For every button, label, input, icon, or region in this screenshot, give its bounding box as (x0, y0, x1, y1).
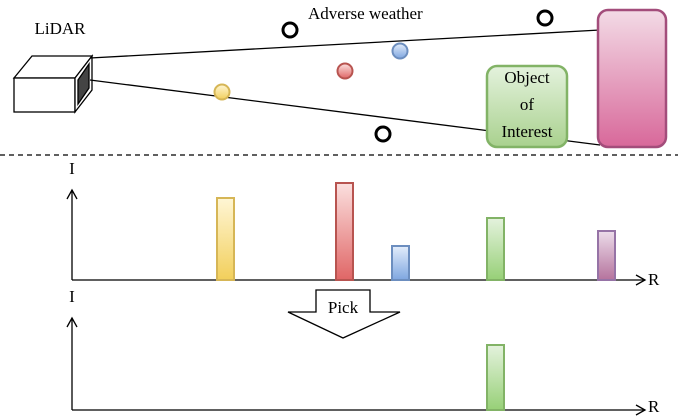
sensor-label: LiDAR (35, 19, 87, 38)
return-bar (598, 231, 615, 280)
return-bar (392, 246, 409, 280)
pick-label: Pick (328, 298, 359, 317)
weather-particle (538, 11, 552, 25)
y-axis-label: I (69, 287, 75, 306)
object-label: Interest (502, 122, 553, 141)
x-axis-label: R (648, 270, 660, 289)
x-axis-label: R (648, 397, 660, 416)
object-label: Object (504, 68, 550, 87)
beam-edge (90, 30, 600, 58)
particle-red (338, 64, 353, 79)
particle-blue (393, 44, 408, 59)
weather-label: Adverse weather (308, 4, 423, 23)
lidar-box (14, 56, 92, 112)
weather-particle (376, 127, 390, 141)
weather-particle (283, 23, 297, 37)
particle-yellow (215, 85, 230, 100)
target-wall (598, 10, 666, 147)
return-bar (336, 183, 353, 280)
return-bar (487, 345, 504, 410)
return-bar (217, 198, 234, 280)
page: {"scene": {"sensor_label": "LiDAR", "wea… (0, 0, 678, 417)
diagram: LiDAR Object of Interest Adverse weather… (0, 0, 678, 417)
y-axis-label: I (69, 159, 75, 178)
object-label: of (520, 95, 535, 114)
return-bar (487, 218, 504, 280)
